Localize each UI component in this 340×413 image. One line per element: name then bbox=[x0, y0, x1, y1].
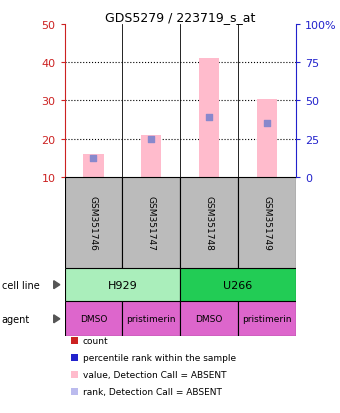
Text: pristimerin: pristimerin bbox=[126, 315, 176, 323]
Point bbox=[149, 136, 154, 143]
Bar bbox=[122, 178, 180, 268]
Text: GSM351746: GSM351746 bbox=[89, 196, 98, 250]
Text: DMSO: DMSO bbox=[195, 315, 223, 323]
Text: count: count bbox=[83, 336, 108, 345]
Bar bbox=[65, 268, 180, 301]
Bar bbox=[238, 301, 296, 337]
Bar bbox=[199, 59, 219, 178]
Text: pristimerin: pristimerin bbox=[242, 315, 292, 323]
Text: H929: H929 bbox=[107, 280, 137, 290]
Bar bbox=[180, 301, 238, 337]
Text: GSM351749: GSM351749 bbox=[262, 196, 271, 250]
Bar bbox=[257, 99, 277, 178]
Text: U266: U266 bbox=[223, 280, 253, 290]
Text: percentile rank within the sample: percentile rank within the sample bbox=[83, 353, 236, 362]
Text: DMSO: DMSO bbox=[80, 315, 107, 323]
Text: cell line: cell line bbox=[2, 280, 39, 290]
Point bbox=[91, 155, 96, 162]
Bar bbox=[238, 178, 296, 268]
Bar bbox=[180, 268, 296, 301]
Text: rank, Detection Call = ABSENT: rank, Detection Call = ABSENT bbox=[83, 387, 221, 396]
Text: agent: agent bbox=[2, 314, 30, 324]
Bar bbox=[122, 301, 180, 337]
Bar bbox=[65, 178, 122, 268]
Text: GSM351747: GSM351747 bbox=[147, 196, 156, 250]
Point bbox=[264, 120, 270, 127]
Bar bbox=[180, 178, 238, 268]
Bar bbox=[65, 301, 122, 337]
Title: GDS5279 / 223719_s_at: GDS5279 / 223719_s_at bbox=[105, 11, 255, 24]
Text: GSM351748: GSM351748 bbox=[205, 196, 214, 250]
Bar bbox=[141, 135, 162, 178]
Text: value, Detection Call = ABSENT: value, Detection Call = ABSENT bbox=[83, 370, 226, 379]
Bar bbox=[83, 155, 104, 178]
Point bbox=[206, 114, 212, 121]
